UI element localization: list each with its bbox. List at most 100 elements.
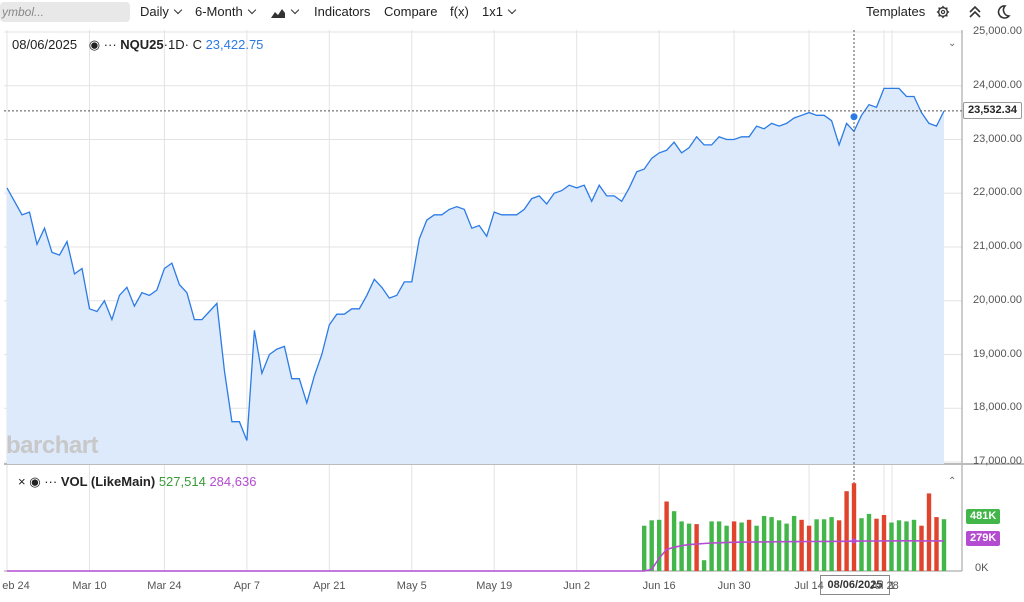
volume-bar [657, 519, 662, 571]
chevron-up-icon[interactable]: ⌃ [948, 476, 957, 487]
close-icon[interactable]: × [18, 474, 26, 489]
volume-bar [769, 517, 774, 571]
volume-bar [896, 520, 902, 571]
volume-bar [671, 511, 677, 571]
volume-zero-label: 0K [975, 562, 989, 574]
layout-dropdown[interactable]: 1x1 [482, 4, 517, 20]
layout-label: 1x1 [482, 4, 503, 19]
x-tick-label: eb 24 [2, 580, 30, 592]
volume-bar [829, 517, 834, 571]
volume-bar [754, 525, 759, 571]
price-area [7, 88, 944, 465]
x-tick-label: Apr 7 [233, 580, 261, 592]
volume-bar [776, 520, 782, 571]
volume-bar [851, 483, 857, 571]
x-tick-label: Jun 30 [717, 580, 751, 592]
volume-bar [904, 521, 909, 571]
x-tick-label: Jul 14 [794, 580, 824, 592]
close-value: 23,422.75 [205, 37, 264, 52]
volume-bar [701, 560, 707, 571]
gear-icon[interactable] [936, 5, 950, 19]
crosshair-point [850, 113, 858, 121]
volume-avg-line [7, 540, 944, 572]
x-tick-label: Mar 10 [72, 580, 107, 592]
symbol-label: NQU25 [120, 37, 164, 52]
symbol-search-input[interactable]: ymbol... [0, 2, 130, 22]
volume-bar [694, 524, 699, 571]
volume-bar [926, 493, 932, 571]
volume-bar [746, 519, 752, 571]
volume-bar [642, 525, 647, 571]
x-tick-label: May 5 [396, 580, 427, 592]
x-tick-label: 1 [888, 580, 896, 592]
volume-avg-badge: 279K [966, 531, 1001, 546]
y-tick-label: 21,000.00 [973, 240, 1022, 252]
volume-avg-value: 284,636 [209, 474, 257, 489]
volume-bar [739, 522, 744, 571]
eye-icon[interactable]: ◉ [29, 474, 41, 489]
volume-bar [664, 501, 669, 571]
volume-bar [889, 522, 894, 571]
toolbar: ymbol... Daily 6-Month Indicators Compar… [0, 0, 1024, 24]
volume-bar [934, 517, 939, 571]
y-tick-label: 19,000.00 [973, 347, 1022, 360]
chart-type-icon [271, 8, 285, 18]
price-header: 08/06/2025 ◉ ··· NQU25·1D· C 23,422.75 [12, 37, 263, 53]
chevron-down-icon [247, 5, 256, 15]
interval-dropdown[interactable]: Daily [140, 4, 183, 20]
compare-button[interactable]: Compare [384, 4, 438, 19]
volume-bar [709, 521, 714, 571]
chevron-down-icon[interactable]: ⌄ [948, 38, 957, 49]
collapse-icon[interactable] [968, 5, 982, 19]
x-tick-label: Jul 28 [869, 580, 899, 592]
y-tick-label: 20,000.00 [973, 293, 1022, 306]
y-tick-label: 17,000.00 [973, 455, 1022, 467]
price-line [6, 87, 945, 441]
x-tick-label: Jun 2 [563, 580, 591, 592]
header-date: 08/06/2025 [12, 37, 78, 52]
volume-bar [806, 525, 812, 571]
volume-bar [836, 520, 842, 571]
volume-bar [761, 516, 767, 571]
volume-bar [649, 520, 654, 571]
y-tick-label: 25,000.00 [973, 25, 1022, 37]
barchart-watermark: barchart [6, 432, 99, 459]
chart-type-dropdown[interactable] [270, 4, 300, 20]
chevron-down-icon [173, 5, 183, 15]
x-tick-label: Mar 24 [147, 580, 182, 592]
templates-button[interactable]: Templates [866, 4, 926, 19]
volume-bar [874, 518, 879, 571]
fx-button[interactable]: f(x) [450, 4, 469, 19]
period-tag: ·1D· [163, 37, 189, 52]
volume-bar [814, 519, 819, 571]
volume-header: × ◉ ··· VOL (LikeMain) 527,514 284,636 [18, 474, 256, 490]
volume-bar [784, 523, 789, 571]
price-volume-chart[interactable] [0, 24, 1024, 602]
volume-bar [716, 521, 722, 571]
volume-bar [941, 519, 947, 571]
indicators-button[interactable]: Indicators [314, 4, 371, 19]
volume-avg-point [851, 538, 857, 544]
period-dropdown[interactable]: 6-Month [195, 4, 256, 20]
volume-value: 527,514 [158, 474, 206, 489]
more-icon[interactable]: ··· [103, 37, 117, 52]
volume-bar [731, 521, 737, 571]
last-price-badge: 23,532.34 [963, 102, 1022, 119]
eye-icon[interactable]: ◉ [88, 37, 101, 52]
volume-bar [686, 523, 692, 571]
volume-bar [866, 513, 872, 571]
volume-bar [911, 519, 917, 571]
volume-label: VOL (LikeMain) [60, 474, 156, 489]
volume-bar [724, 525, 729, 571]
interval-label: Daily [140, 4, 169, 19]
volume-bar [859, 518, 864, 571]
x-tick-label: Apr 21 [313, 580, 346, 592]
volume-bar [919, 525, 924, 571]
dark-mode-icon[interactable] [995, 4, 1011, 20]
more-icon[interactable]: ··· [44, 474, 58, 489]
y-tick-label: 18,000.00 [973, 401, 1022, 414]
period-label: 6-Month [195, 4, 243, 19]
y-tick-label: 24,000.00 [973, 78, 1022, 91]
volume-bar [881, 515, 887, 571]
volume-badge: 481K [966, 509, 1001, 524]
